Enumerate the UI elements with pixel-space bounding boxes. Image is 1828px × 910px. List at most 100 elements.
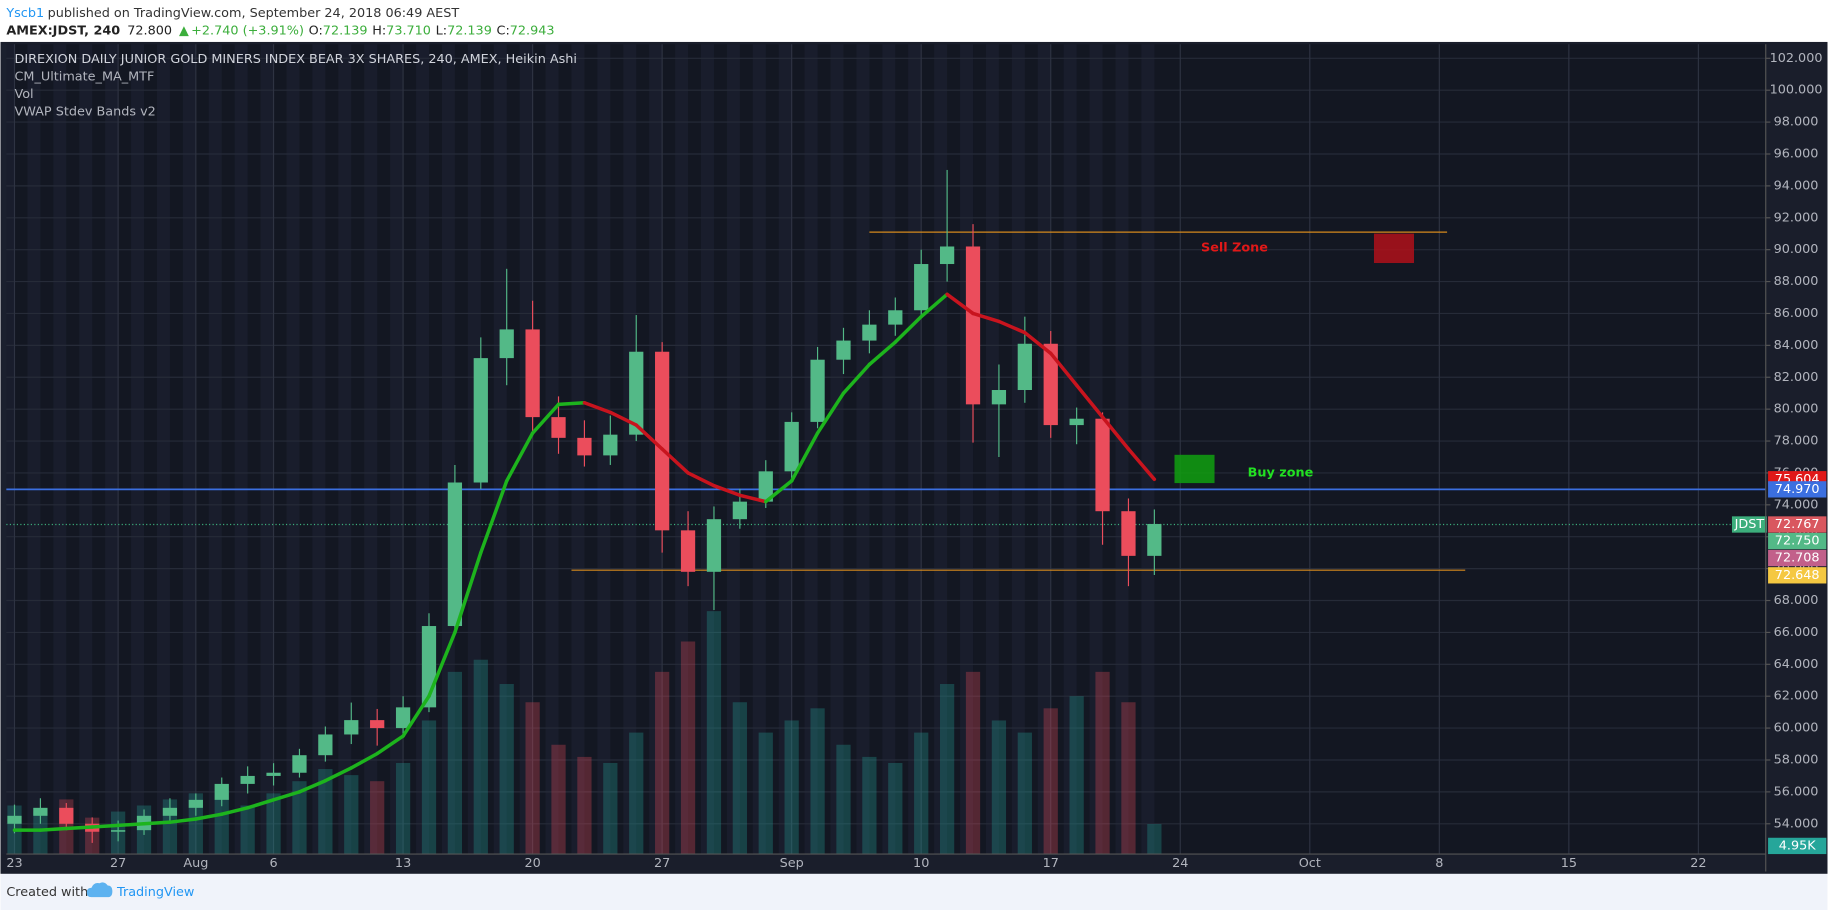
candle-body xyxy=(680,530,696,572)
volume-bar xyxy=(370,781,385,855)
session-stripe xyxy=(27,44,41,855)
session-stripe xyxy=(623,44,637,855)
volume-bar xyxy=(551,744,566,855)
candle-body xyxy=(525,329,540,418)
ma-segment xyxy=(1048,351,1079,387)
volume-bar xyxy=(810,708,825,855)
candle-body xyxy=(810,359,825,422)
candle-body xyxy=(784,421,799,472)
y-tick-label: 86.000 xyxy=(1774,306,1819,321)
symbol-tag-label: JDST xyxy=(1734,517,1765,532)
ma-segment xyxy=(245,798,276,810)
x-tick-label: 8 xyxy=(1435,856,1443,871)
user[interactable]: Yscb1 xyxy=(5,5,44,20)
ma-segment xyxy=(1023,330,1053,356)
candle-body xyxy=(188,799,203,808)
ma-segment xyxy=(219,806,250,816)
last: 72.800 xyxy=(127,23,172,38)
y-tick-label: 84.000 xyxy=(1774,338,1819,353)
price-tag xyxy=(1768,532,1827,550)
h-value: 73.710 xyxy=(386,23,431,38)
candle-body xyxy=(59,807,74,824)
ma-segment xyxy=(453,550,483,635)
session-stripe xyxy=(701,44,714,855)
volume-bar xyxy=(214,799,229,855)
candle-body xyxy=(914,264,929,311)
ma-segment xyxy=(323,766,354,783)
ma-segment xyxy=(142,820,172,826)
ma-segment xyxy=(789,431,820,483)
volume-bar xyxy=(965,671,981,855)
price-tag xyxy=(1768,567,1827,584)
ma-segment xyxy=(893,314,923,344)
session-stripe xyxy=(53,44,67,855)
ma-segment xyxy=(168,817,198,824)
labels: DIREXION DAILY JUNIOR GOLD MINERS INDEX … xyxy=(6,51,1827,871)
volume-bar xyxy=(836,744,851,855)
volume-bar xyxy=(888,762,903,855)
y-tick-label: 96.000 xyxy=(1774,146,1819,161)
candle-body xyxy=(939,246,955,265)
y-tick-label: 78.000 xyxy=(1774,434,1819,449)
y-tick-label: 58.000 xyxy=(1774,752,1819,767)
y-tick-label: 100.000 xyxy=(1770,83,1823,98)
ma-segment xyxy=(194,812,224,821)
volume-bar xyxy=(939,684,955,855)
x-tick-label: 27 xyxy=(654,856,670,871)
volume-bar xyxy=(629,732,644,855)
candle-body xyxy=(1095,418,1110,512)
volume-bar xyxy=(732,702,747,855)
candle-body xyxy=(473,358,488,483)
session-stripe xyxy=(675,44,689,855)
candle-body xyxy=(1017,343,1032,391)
candle-body xyxy=(240,775,255,784)
session-stripe xyxy=(156,44,170,855)
candle-body xyxy=(706,519,722,572)
y-tick-label: 60.000 xyxy=(1774,721,1819,736)
footer-brand[interactable]: TradingView xyxy=(116,885,194,900)
candle-body xyxy=(499,329,514,359)
ma-segment xyxy=(815,391,846,435)
ma-segment xyxy=(660,447,690,475)
session-stripe xyxy=(493,44,507,855)
brand-icon xyxy=(86,882,113,898)
x-tick-label: 24 xyxy=(1172,856,1188,871)
session-stripe xyxy=(830,44,844,855)
x-tick-label: 10 xyxy=(913,856,929,871)
ma-segment xyxy=(764,479,794,504)
ma-segment xyxy=(504,431,535,483)
header-bg xyxy=(0,0,1828,42)
volume-bar xyxy=(1017,732,1032,855)
header-line: Yscb1 published on TradingView.com, Septe… xyxy=(5,5,459,20)
session-stripe xyxy=(79,44,93,855)
candle-body xyxy=(292,755,307,773)
session-stripe xyxy=(1115,44,1129,855)
candle-body xyxy=(965,246,981,405)
volume-bar xyxy=(991,720,1007,855)
candle-body xyxy=(991,390,1007,405)
zone xyxy=(1373,233,1415,264)
volume-bar xyxy=(473,659,488,855)
session-stripe xyxy=(182,44,196,855)
volume-bar xyxy=(758,732,773,855)
volume-bar xyxy=(603,762,618,855)
ma-segment xyxy=(90,823,120,829)
candle-body xyxy=(629,351,644,435)
y-tick-label: 64.000 xyxy=(1774,657,1819,672)
ma-segment xyxy=(686,471,716,488)
indicator: Vol xyxy=(14,87,33,102)
candle-body xyxy=(266,772,281,776)
session-stripe xyxy=(985,44,999,855)
session-stripe xyxy=(1011,44,1025,855)
candle-body xyxy=(447,482,463,627)
session-stripe xyxy=(726,44,740,855)
l-label: L: xyxy=(436,23,447,38)
candle-body xyxy=(577,437,592,456)
candle-body xyxy=(1043,343,1058,426)
ma-segment xyxy=(116,822,146,828)
price-tag xyxy=(1768,549,1827,567)
session-stripe xyxy=(545,44,559,855)
ma-segment xyxy=(38,826,69,832)
footer-bg xyxy=(0,873,1828,910)
